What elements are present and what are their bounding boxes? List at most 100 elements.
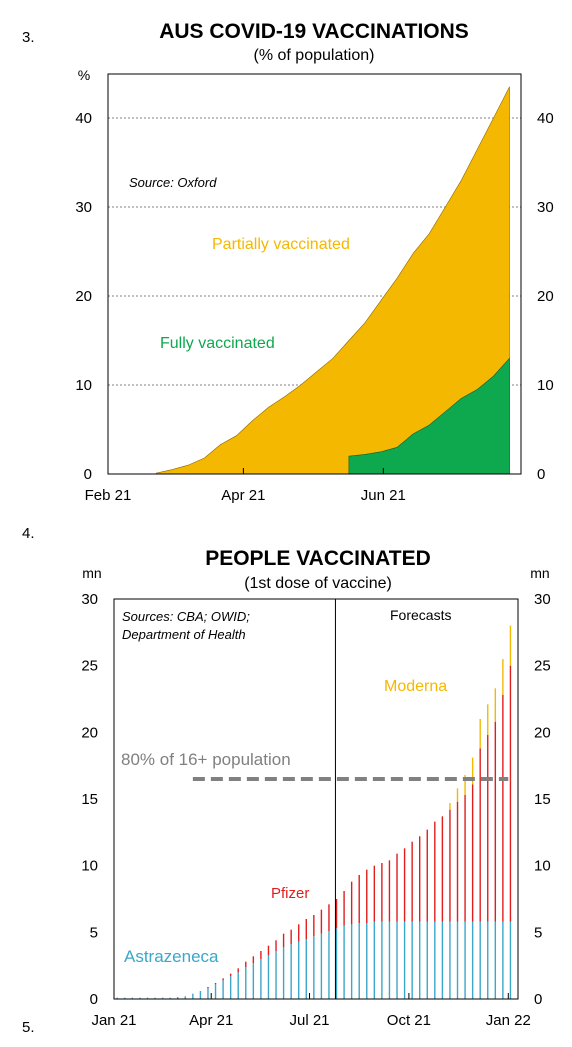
astrazeneca-bar (290, 944, 292, 999)
moderna-bar (487, 704, 489, 735)
chart2-source-box (118, 605, 278, 647)
astrazeneca-bar (146, 997, 149, 999)
astrazeneca-bar (237, 972, 239, 999)
chart2-x-tick-label: Oct 21 (387, 1012, 431, 1029)
chart2-source-line2: Department of Health (122, 627, 246, 642)
partially-vaccinated-area (155, 86, 510, 475)
section-number-4: 4. (22, 525, 35, 542)
astrazeneca-bar (426, 921, 428, 999)
chart1-y-tick-left: 10 (75, 377, 92, 394)
astrazeneca-bar (328, 931, 330, 999)
pfizer-bar (464, 795, 466, 922)
astrazeneca-bar (229, 976, 232, 999)
pfizer-bar (305, 919, 307, 939)
astrazeneca-bar (487, 921, 489, 999)
chart2-forecast-label: Forecasts (390, 607, 451, 623)
astrazeneca-bar (260, 959, 262, 999)
pfizer-bar (222, 978, 224, 981)
chart1-unit-label: % (78, 67, 90, 83)
astrazeneca-bar (464, 921, 466, 999)
pfizer-bar (419, 836, 421, 922)
pfizer-bar (320, 909, 323, 934)
pfizer-bar (245, 961, 247, 967)
section-number-5: 5. (22, 1019, 35, 1036)
moderna-bar (456, 788, 459, 802)
pfizer-bar (403, 848, 406, 922)
astrazeneca-bar (419, 921, 421, 999)
chart2-unit-label-right: mn (530, 565, 549, 581)
astrazeneca-bar (275, 951, 277, 999)
chart1-y-tick-right: 20 (537, 288, 554, 305)
astrazeneca-bar (116, 997, 118, 999)
astrazeneca-bar (313, 936, 315, 999)
astrazeneca-bar (169, 997, 171, 999)
pfizer-bar (358, 875, 360, 923)
pfizer-bar (207, 987, 209, 989)
pfizer-bar (260, 951, 262, 959)
chart1-label-partial: Partially vaccinated (212, 236, 350, 253)
astrazeneca-bar (509, 921, 512, 999)
pfizer-bar (282, 933, 285, 947)
chart2-label-astrazeneca: Astrazeneca (124, 947, 219, 966)
astrazeneca-bar (366, 923, 368, 999)
astrazeneca-bar (456, 921, 459, 999)
pfizer-bar (509, 665, 512, 922)
pfizer-bar (471, 784, 474, 922)
astrazeneca-bar (177, 997, 179, 999)
chart2-y-tick-right: 30 (534, 591, 551, 608)
astrazeneca-bar (207, 988, 209, 999)
chart2-y-tick-right: 10 (534, 858, 551, 875)
chart2-x-tick-label: Apr 21 (189, 1012, 233, 1029)
chart1-y-tick-left: 20 (75, 288, 92, 305)
people-vaccinated-chart: PEOPLE VACCINATED (1st dose of vaccine) … (81, 547, 550, 1029)
pfizer-bar (441, 816, 444, 922)
chart1-plot-frame (107, 73, 522, 475)
astrazeneca-bar (161, 997, 164, 999)
chart2-y-tick-left: 20 (81, 724, 98, 741)
astrazeneca-bar (199, 991, 202, 999)
chart1-x-tick-label: Jun 21 (361, 487, 406, 504)
astrazeneca-bar (214, 984, 217, 999)
astrazeneca-bar (358, 923, 360, 999)
pfizer-bar (237, 968, 239, 973)
chart2-x-tick-label: Jan 22 (486, 1012, 531, 1029)
astrazeneca-bar (305, 939, 307, 999)
chart1-x-tick-label: Apr 21 (221, 487, 265, 504)
chart2-y-tick-left: 0 (90, 991, 98, 1008)
astrazeneca-bar (494, 921, 497, 999)
chart1-y-tick-left: 0 (84, 466, 92, 483)
astrazeneca-bar (298, 941, 300, 999)
pfizer-bar (381, 863, 383, 922)
chart2-title: PEOPLE VACCINATED (205, 547, 431, 570)
pfizer-bar (426, 829, 428, 922)
pfizer-bar (449, 809, 451, 922)
astrazeneca-bar (471, 921, 474, 999)
chart2-plot-frame (113, 598, 519, 1000)
pfizer-bar (298, 924, 300, 942)
chart2-y-tick-right: 25 (534, 658, 551, 675)
astrazeneca-bar (139, 997, 141, 999)
chart1-label-fully: Fully vaccinated (160, 335, 275, 352)
astrazeneca-bar (343, 925, 345, 999)
chart1-source: Source: Oxford (129, 175, 217, 190)
moderna-bar (449, 803, 451, 810)
astrazeneca-bar (434, 921, 436, 999)
pfizer-bar (388, 860, 391, 922)
astrazeneca-bar (320, 933, 323, 999)
chart1-y-tick-right: 30 (537, 199, 554, 216)
astrazeneca-bar (441, 921, 444, 999)
chart1-y-tick-right: 0 (537, 466, 545, 483)
chart1-y-tick-right: 10 (537, 377, 554, 394)
pfizer-bar (252, 956, 255, 963)
astrazeneca-bar (388, 921, 391, 999)
astrazeneca-bar (502, 921, 504, 999)
moderna-bar (494, 688, 497, 722)
pfizer-bar (267, 945, 270, 955)
pfizer-bar (494, 721, 497, 922)
astrazeneca-bar (252, 963, 255, 999)
chart2-x-tick-label: Jul 21 (290, 1012, 330, 1029)
astrazeneca-bar (124, 997, 126, 999)
fully-vaccinated-area (348, 357, 510, 475)
moderna-bar (509, 625, 512, 666)
